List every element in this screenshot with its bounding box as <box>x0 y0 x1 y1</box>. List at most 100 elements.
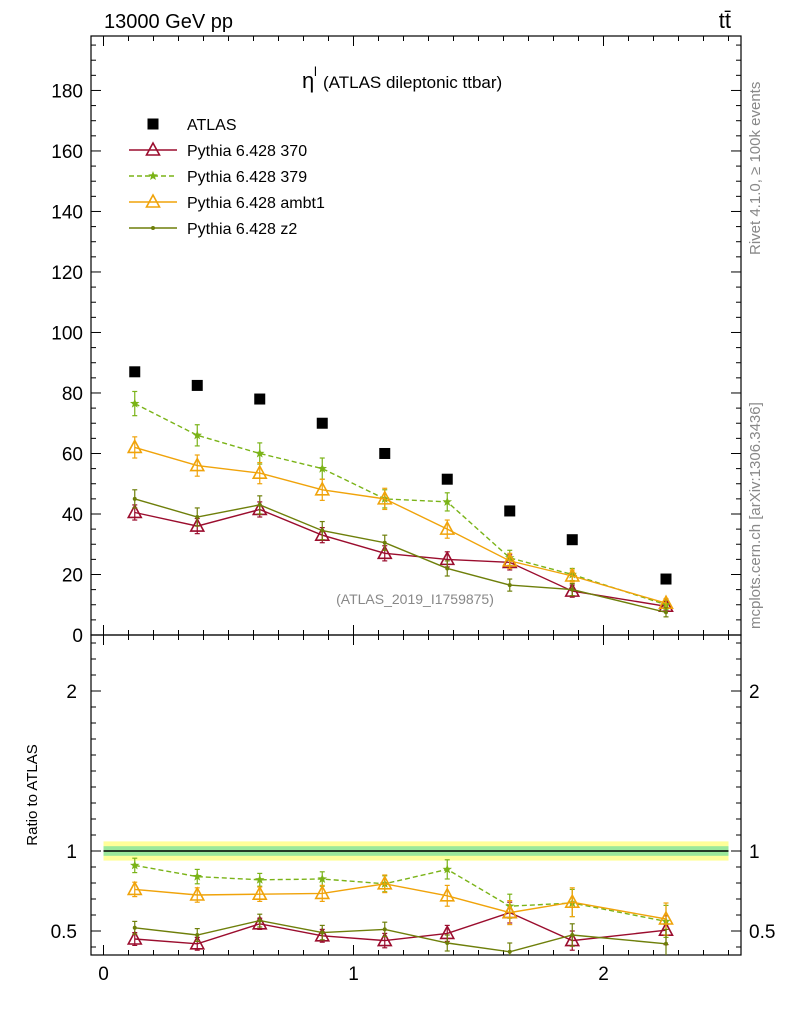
data-point-ratio <box>570 933 575 937</box>
data-point-ratio <box>314 884 331 900</box>
data-point-ratio <box>442 864 452 874</box>
process-label: tt̄ <box>719 8 731 33</box>
data-point-ratio <box>320 930 325 935</box>
legend-label: Pythia 6.428 z2 <box>187 221 297 238</box>
data-point-atlas <box>504 505 516 517</box>
data-point-main <box>257 502 262 507</box>
data-point-main <box>255 448 265 458</box>
main-ytick-label: 80 <box>62 384 83 405</box>
data-point-main <box>445 566 450 571</box>
data-point-ratio <box>317 874 327 883</box>
data-point-atlas <box>129 366 141 378</box>
main-ytick-label: 140 <box>51 202 83 223</box>
legend-marker <box>145 193 161 208</box>
data-point-ratio <box>192 871 202 881</box>
data-point-main <box>189 456 206 472</box>
data-point-main <box>192 430 202 440</box>
data-point-main <box>130 398 140 408</box>
data-point-ratio <box>501 903 518 919</box>
main-ytick-label: 60 <box>62 444 83 465</box>
data-point-main <box>376 544 393 560</box>
legend-label: Pythia 6.428 ambt1 <box>187 195 325 212</box>
data-point-ratio <box>507 949 512 954</box>
data-point-ratio <box>130 860 140 870</box>
analysis-id-label: (ATLAS_2019_I1759875) <box>336 591 494 607</box>
data-point-main <box>570 587 575 592</box>
chart-title-symbol: η <box>302 68 314 93</box>
main-ytick-label: 40 <box>62 505 83 526</box>
ratio-ytick-label-right: 2 <box>749 682 760 703</box>
data-point-ratio <box>126 930 143 945</box>
data-point-main <box>251 464 268 479</box>
data-point-atlas <box>316 417 328 429</box>
main-ytick-label: 160 <box>51 142 83 163</box>
legend: ATLAS Pythia 6.428 370 Pythia 6.428 379 Pyt… <box>129 117 325 238</box>
data-point-atlas <box>566 534 578 546</box>
ratio-ylabel: Ratio to ATLAS <box>24 744 41 845</box>
mcplots-label: mcplots.cern.ch [arXiv:1306.3436] <box>747 402 764 629</box>
main-ytick-label: 0 <box>72 626 83 647</box>
legend-label: ATLAS <box>187 117 237 134</box>
legend-marker <box>148 171 158 180</box>
data-point-ratio <box>564 893 581 909</box>
data-point-ratio <box>195 933 200 937</box>
legend-label: Pythia 6.428 379 <box>187 169 307 186</box>
data-point-ratio <box>189 886 206 901</box>
main-ytick-label: 180 <box>51 81 83 102</box>
data-point-ratio <box>257 918 262 923</box>
data-point-main <box>126 438 143 454</box>
data-point-main <box>376 490 393 505</box>
legend-marker <box>145 141 161 156</box>
main-ytick-label: 100 <box>51 323 83 344</box>
data-point-atlas <box>191 379 203 391</box>
data-point-main <box>317 463 327 473</box>
data-point-ratio <box>382 927 387 932</box>
data-point-ratio <box>376 931 393 947</box>
data-point-ratio <box>251 885 268 901</box>
legend-marker <box>147 118 159 130</box>
main-ytick-label: 120 <box>51 263 83 284</box>
rivet-label: Rivet 4.1.0, ≥ 100k events <box>747 82 764 255</box>
data-point-main <box>501 552 518 567</box>
data-point-main <box>382 540 387 545</box>
data-point-atlas <box>254 393 266 405</box>
ratio-ytick-label-left: 1 <box>66 842 77 863</box>
ratio-frame <box>90 634 742 956</box>
series-line-ratio-0 <box>134 911 667 945</box>
data-point-ratio <box>314 927 331 942</box>
series-line-ratio-3 <box>134 919 667 953</box>
data-point-ratio <box>251 915 268 930</box>
data-point-ratio <box>132 925 137 930</box>
ratio-panel-series <box>126 857 674 955</box>
main-panel-series <box>126 366 674 618</box>
xtick-label: 1 <box>348 964 359 985</box>
data-point-atlas <box>441 473 453 485</box>
data-point-atlas <box>660 573 672 585</box>
data-point-main <box>507 583 512 588</box>
ratio-series-group <box>126 857 674 955</box>
legend-marker <box>151 226 155 230</box>
ratio-ytick-label-left: 2 <box>66 682 77 703</box>
series-line-main-1 <box>134 402 667 606</box>
ratio-uncertainty-band <box>103 841 729 861</box>
data-point-ratio <box>658 910 674 925</box>
ratio-ytick-label-right: 1 <box>749 842 760 863</box>
data-point-main <box>189 517 206 532</box>
series-line-ratio-1 <box>134 864 667 923</box>
data-point-main <box>442 496 452 506</box>
ratio-ytick-label-left: 0.5 <box>51 922 77 943</box>
data-point-ratio <box>126 880 143 896</box>
data-point-ratio <box>255 874 265 884</box>
data-point-ratio <box>189 935 206 950</box>
chart-title: (ATLAS dileptonic ttbar) <box>323 73 502 92</box>
data-point-main <box>664 610 668 615</box>
data-point-main <box>126 503 143 519</box>
energy-label: 13000 GeV pp <box>104 11 233 33</box>
data-point-ratio <box>445 941 450 945</box>
xtick-label: 0 <box>98 964 109 985</box>
data-point-atlas <box>379 447 391 459</box>
data-point-ratio <box>376 875 393 890</box>
data-point-main <box>314 481 331 496</box>
